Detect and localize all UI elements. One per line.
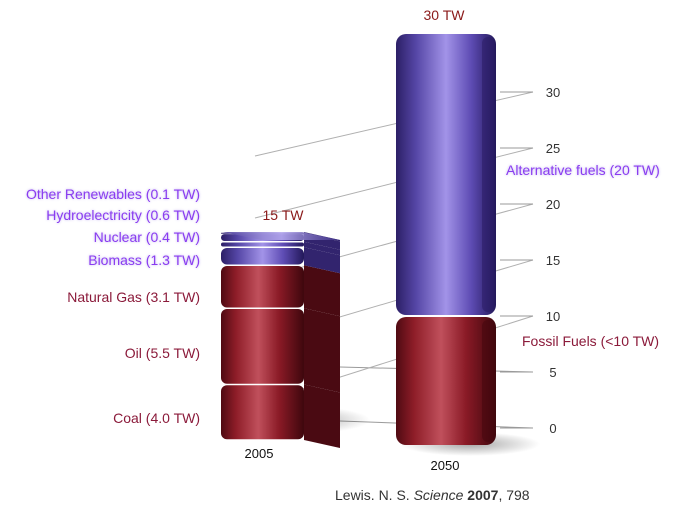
category-label: 2050 <box>431 458 460 473</box>
bar-side <box>304 265 340 317</box>
total-label: 30 TW <box>424 7 466 23</box>
y-tick-label: 30 <box>546 85 560 100</box>
bar-2005-top <box>223 232 340 240</box>
labels: Coal (4.0 TW) Oil (5.5 TW) Natural Gas (3.… <box>26 7 660 473</box>
series-label: Biomass (1.3 TW) <box>88 252 200 268</box>
y-tick-label: 20 <box>546 197 560 212</box>
series-label-glow: Nuclear (0.4 TW) <box>94 229 200 245</box>
bar-2005-segment <box>221 265 340 317</box>
bar-side <box>304 308 340 393</box>
citation-year: 2007 <box>467 487 499 503</box>
bar-segment <box>221 309 304 384</box>
category-label: 2005 <box>245 446 274 461</box>
bar-2005-segment <box>221 241 340 256</box>
y-tick-label: 0 <box>549 421 556 436</box>
bar-2050-segment <box>396 317 496 445</box>
y-axis-ticks: 0 5 10 15 20 25 30 <box>500 85 560 436</box>
series-label: Coal (4.0 TW) <box>113 410 200 426</box>
y-tick-label: 15 <box>546 253 560 268</box>
series-label: Other Renewables (0.1 TW) <box>26 186 200 202</box>
citation-page: , 798 <box>498 487 530 503</box>
y-tick-label: 5 <box>549 365 556 380</box>
series-label: Hydroelectricity (0.6 TW) <box>46 207 200 223</box>
bar-bevel <box>482 320 494 442</box>
bar-2005-segment <box>221 308 340 393</box>
bar-side <box>304 247 340 274</box>
y-tick-label: 10 <box>546 309 560 324</box>
series-label-glow: Alternative fuels (20 TW) <box>506 162 660 178</box>
citation-author: Lewis. N. S. <box>335 487 410 503</box>
bar-2005-segment <box>221 384 340 448</box>
bars <box>221 34 496 448</box>
series-label: Oil (5.5 TW) <box>125 345 200 361</box>
total-label: 15 TW <box>263 207 305 223</box>
bar-segment <box>221 266 304 308</box>
bar-side <box>304 241 340 256</box>
bar-side <box>304 384 340 448</box>
bar-segment <box>221 248 304 265</box>
series-label: Fossil Fuels (<10 TW) <box>522 333 659 349</box>
series-label: Nuclear (0.4 TW) <box>94 229 200 245</box>
bar-segment <box>221 242 304 247</box>
bar-bevel <box>482 37 494 312</box>
series-label-glow: Hydroelectricity (0.6 TW) <box>46 207 200 223</box>
series-label-glow: Other Renewables (0.1 TW) <box>26 186 200 202</box>
series-label-glow: Biomass (1.3 TW) <box>88 252 200 268</box>
citation: Lewis. N. S. Science 2007, 798 <box>335 487 530 503</box>
bar-2005-segment <box>221 247 340 274</box>
series-label: Natural Gas (3.1 TW) <box>67 289 200 305</box>
bar-segment <box>221 385 304 440</box>
citation-journal: Science <box>413 487 464 503</box>
bar-2050-segment <box>396 34 496 315</box>
series-label: Alternative fuels (20 TW) <box>506 162 660 178</box>
y-tick-label: 25 <box>546 141 560 156</box>
